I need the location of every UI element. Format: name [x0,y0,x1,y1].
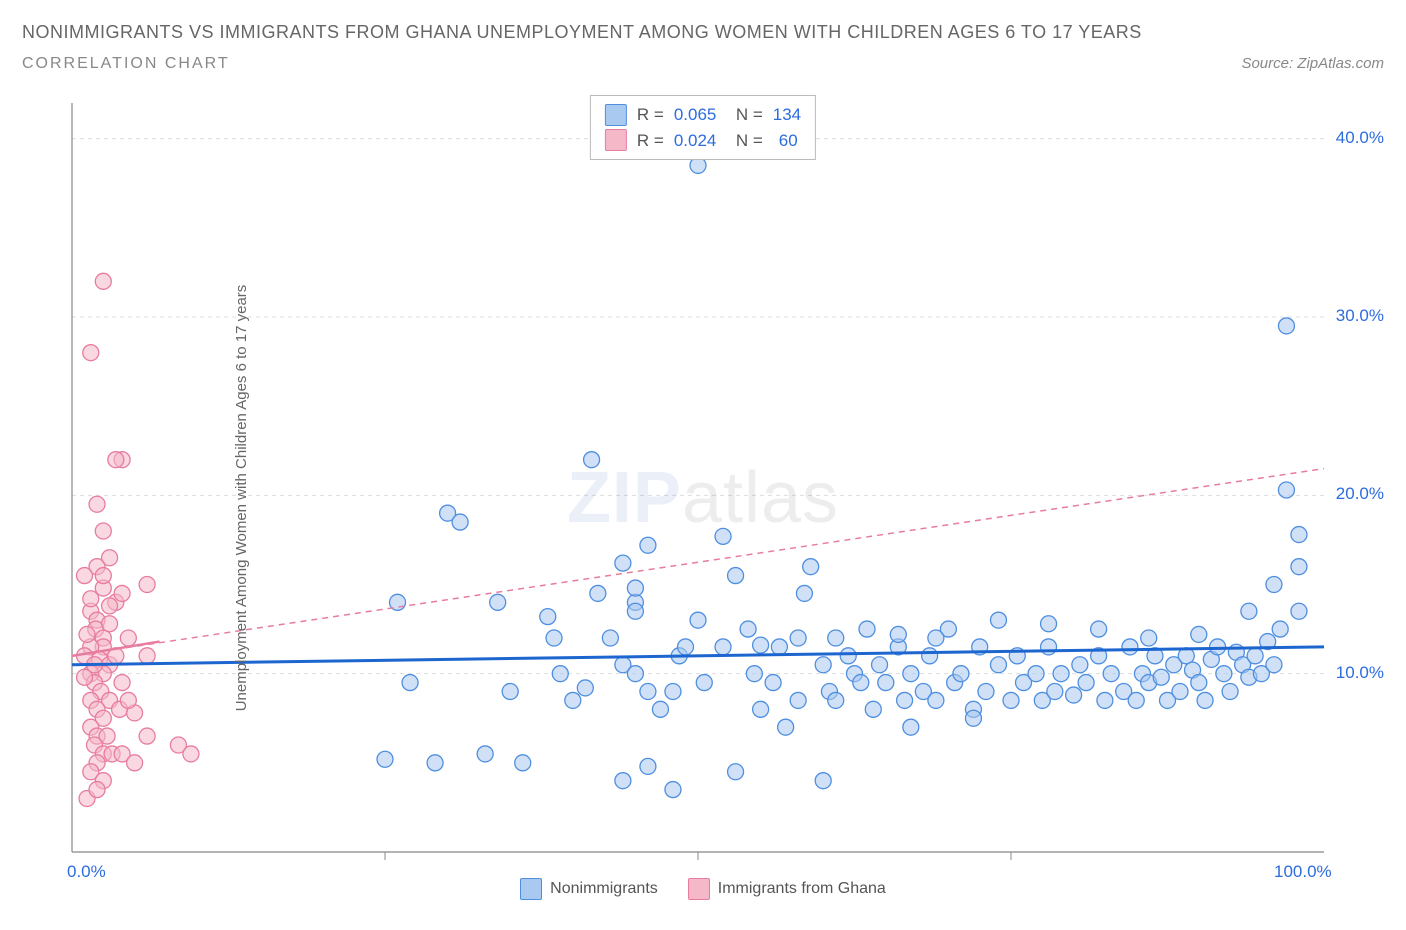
source-attribution: Source: ZipAtlas.com [1241,55,1384,72]
y-tick-label: 40.0% [1336,128,1384,148]
bottom-legend: Nonimmigrants Immigrants from Ghana [22,878,1384,900]
stats-n-value-1: 134 [773,102,801,128]
stats-r-value-1: 0.065 [674,102,717,128]
stats-row-series2: R = 0.024 N = 60 [605,128,801,154]
page-title: NONIMMIGRANTS VS IMMIGRANTS FROM GHANA U… [22,18,1384,47]
stats-n-label: N = [726,102,762,128]
y-tick-label: 30.0% [1336,306,1384,326]
stats-n-value-2: 60 [779,128,798,154]
page-subtitle: CORRELATION CHART [22,55,230,73]
stats-r-value-2: 0.024 [674,128,717,154]
legend-item-1: Nonimmigrants [520,878,658,900]
legend-swatch-2 [688,878,710,900]
y-tick-label: 20.0% [1336,484,1384,504]
y-axis-label: Unemployment Among Women with Children A… [233,284,250,711]
stats-r-label: R = [637,128,664,154]
correlation-chart: Unemployment Among Women with Children A… [22,95,1384,900]
legend-swatch-1 [520,878,542,900]
stats-row-series1: R = 0.065 N = 134 [605,102,801,128]
legend-item-2: Immigrants from Ghana [688,878,886,900]
scatter-plot-svg [22,95,1384,900]
x-tick-max: 100.0% [1274,862,1332,882]
header: NONIMMIGRANTS VS IMMIGRANTS FROM GHANA U… [0,0,1406,73]
y-tick-label: 10.0% [1336,663,1384,683]
stats-n-label: N = [726,128,762,154]
legend-label-1: Nonimmigrants [550,880,658,898]
subtitle-row: CORRELATION CHART Source: ZipAtlas.com [22,55,1384,73]
stats-r-label: R = [637,102,664,128]
legend-label-2: Immigrants from Ghana [718,880,886,898]
stats-swatch-series2 [605,129,627,151]
x-tick-min: 0.0% [67,862,106,882]
stats-swatch-series1 [605,104,627,126]
stats-legend-box: R = 0.065 N = 134 R = 0.024 N = 60 [590,95,816,160]
